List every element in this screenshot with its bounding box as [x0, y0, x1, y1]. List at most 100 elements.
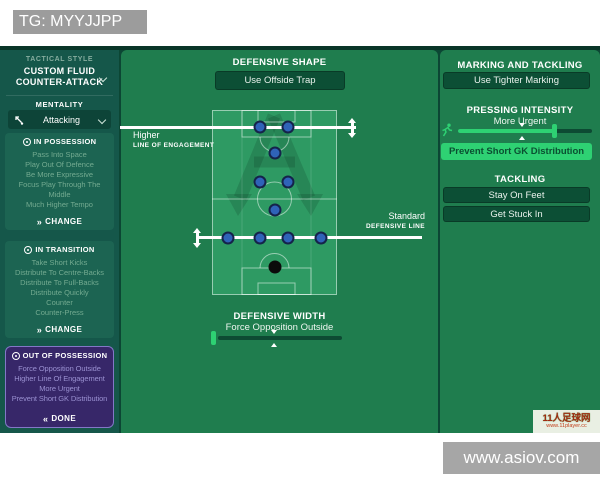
defensive-shape-title: DEFENSIVE SHAPE	[232, 57, 327, 68]
instruction-item: Force Opposition Outside	[18, 364, 101, 373]
out-of-possession-done-button[interactable]: « DONE	[43, 411, 76, 424]
player-dot[interactable]	[253, 120, 267, 134]
chevron-down-icon	[97, 115, 107, 124]
in-possession-header: IN POSSESSION	[22, 137, 97, 146]
marking-tackling-title: MARKING AND TACKLING	[457, 60, 583, 71]
arrow-up-icon	[348, 118, 356, 123]
player-dot[interactable]	[281, 175, 295, 189]
line-of-engagement-handle[interactable]	[347, 118, 357, 138]
instruction-item: Counter-Press	[35, 308, 84, 317]
defensive-line-line[interactable]	[196, 236, 422, 239]
default-marker-icon	[271, 330, 277, 334]
instruction-item: More Urgent	[39, 384, 80, 393]
player-dot[interactable]	[281, 231, 295, 245]
possession-icon	[22, 137, 31, 146]
instruction-item: Pass Into Space	[32, 150, 87, 159]
player-dot[interactable]	[253, 231, 267, 245]
player-dot[interactable]	[314, 231, 328, 245]
11player-logo: 11人足球网 www.11player.cc	[533, 410, 600, 433]
defensive-width-value: Force Opposition Outside	[225, 322, 334, 333]
window-top-strip	[0, 46, 600, 50]
instruction-item: Distribute To Centre-Backs	[14, 268, 105, 277]
defensive-line-label: DEFENSIVE LINE	[365, 223, 425, 230]
default-marker-icon	[271, 343, 277, 347]
stay-on-feet-button[interactable]: Stay On Feet	[443, 187, 590, 203]
mentality-value: Attacking	[42, 114, 81, 125]
formation-watermark	[233, 113, 315, 201]
instruction-item: Prevent Short GK Distribution	[11, 394, 108, 403]
mentality-attacking-icon	[15, 115, 24, 125]
out-of-possession-header: OUT OF POSSESSION	[11, 351, 108, 360]
mentality-label: MENTALITY	[35, 100, 84, 109]
tactics-pitch	[212, 110, 337, 295]
prevent-short-gk-distribution-button[interactable]: Prevent Short GK Distribution	[441, 143, 592, 160]
use-offside-trap-button[interactable]: Use Offside Trap	[215, 71, 345, 90]
arrow-up-icon	[193, 228, 201, 233]
pressing-intensity-slider-handle[interactable]	[552, 124, 557, 138]
in-transition-change-button[interactable]: » CHANGE	[37, 322, 82, 335]
tackling-title: TACKLING	[494, 174, 546, 185]
tactical-style-label: TACTICAL STYLE	[25, 56, 94, 63]
in-transition-panel: IN TRANSITION Take Short Kicks Distribute…	[5, 241, 114, 338]
player-dot[interactable]	[281, 120, 295, 134]
out-of-possession-list: Force Opposition Outside Higher Line Of E…	[7, 364, 112, 404]
tactical-style-line2[interactable]: COUNTER-ATTACK	[15, 77, 104, 87]
tactical-style-line1[interactable]: CUSTOM FLUID	[23, 66, 96, 76]
player-dot[interactable]	[268, 203, 282, 217]
done-label: DONE	[51, 414, 77, 423]
instruction-item: Take Short Kicks	[31, 258, 88, 267]
asiov-watermark-text: www.asiov.com	[463, 448, 580, 467]
11player-logo-title: 11人足球网	[542, 412, 591, 424]
instruction-item: Counter	[46, 298, 73, 307]
player-dot[interactable]	[268, 146, 282, 160]
tactics-window: TACTICAL STYLE CUSTOM FLUID COUNTER-ATTA…	[0, 46, 600, 433]
in-possession-list: Pass Into Space Play Out Of Defence Be Mor…	[7, 150, 112, 210]
player-dot[interactable]	[221, 231, 235, 245]
use-tighter-marking-button[interactable]: Use Tighter Marking	[443, 72, 590, 89]
pressing-intensity-slider-track[interactable]	[458, 129, 592, 133]
change-label: CHANGE	[45, 325, 83, 334]
tactics-sidebar: TACTICAL STYLE CUSTOM FLUID COUNTER-ATTA…	[0, 50, 119, 433]
defensive-width-slider-handle[interactable]	[211, 331, 216, 345]
line-of-engagement-label: LINE OF ENGAGEMENT	[133, 142, 215, 149]
defensive-line-value: Standard	[388, 211, 425, 221]
in-possession-title: IN POSSESSION	[33, 137, 97, 146]
in-transition-title: IN TRANSITION	[35, 245, 95, 254]
instruction-item: Be More Expressive	[25, 170, 94, 179]
in-transition-header: IN TRANSITION	[24, 245, 94, 254]
double-chevron-left-icon: «	[42, 413, 49, 424]
double-chevron-right-icon: »	[36, 216, 43, 227]
11player-logo-url: www.11player.cc	[546, 423, 587, 429]
default-marker-icon	[519, 123, 525, 127]
out-of-possession-panel: OUT OF POSSESSION Force Opposition Outsi…	[5, 346, 114, 428]
instruction-item: Focus Play Through The Middle	[18, 180, 101, 199]
instruction-item: Distribute To Full-Backs	[20, 278, 99, 287]
instruction-item: Much Higher Tempo	[26, 200, 93, 209]
line-of-engagement-line[interactable]	[120, 126, 356, 129]
get-stuck-in-button[interactable]: Get Stuck In	[443, 206, 590, 222]
out-of-possession-title: OUT OF POSSESSION	[22, 351, 108, 360]
pressing-intensity-value: More Urgent	[493, 116, 547, 127]
out-of-possession-icon	[11, 351, 20, 360]
instruction-item: Higher Line Of Engagement	[14, 374, 105, 383]
asiov-watermark: www.asiov.com	[443, 442, 600, 474]
defensive-width-slider-track[interactable]	[218, 336, 342, 340]
transition-icon	[24, 245, 33, 254]
line-of-engagement-value: Higher	[133, 130, 160, 140]
pressing-intensity-slider-fill	[458, 129, 555, 133]
change-label: CHANGE	[45, 217, 83, 226]
in-possession-panel: IN POSSESSION Pass Into Space Play Out Of…	[5, 133, 114, 230]
defensive-line-handle[interactable]	[192, 228, 202, 248]
marking-tackling-card	[440, 50, 600, 433]
goalkeeper-dot[interactable]	[268, 260, 282, 274]
pressing-intensity-title: PRESSING INTENSITY	[466, 105, 574, 116]
in-possession-change-button[interactable]: » CHANGE	[37, 214, 82, 227]
mentality-dropdown[interactable]: Attacking	[8, 110, 111, 129]
player-dot[interactable]	[253, 175, 267, 189]
instruction-item: Play Out Of Defence	[25, 160, 94, 169]
instruction-item: Distribute Quickly	[30, 288, 89, 297]
default-marker-icon	[519, 136, 525, 140]
defensive-width-title: DEFENSIVE WIDTH	[233, 311, 326, 322]
